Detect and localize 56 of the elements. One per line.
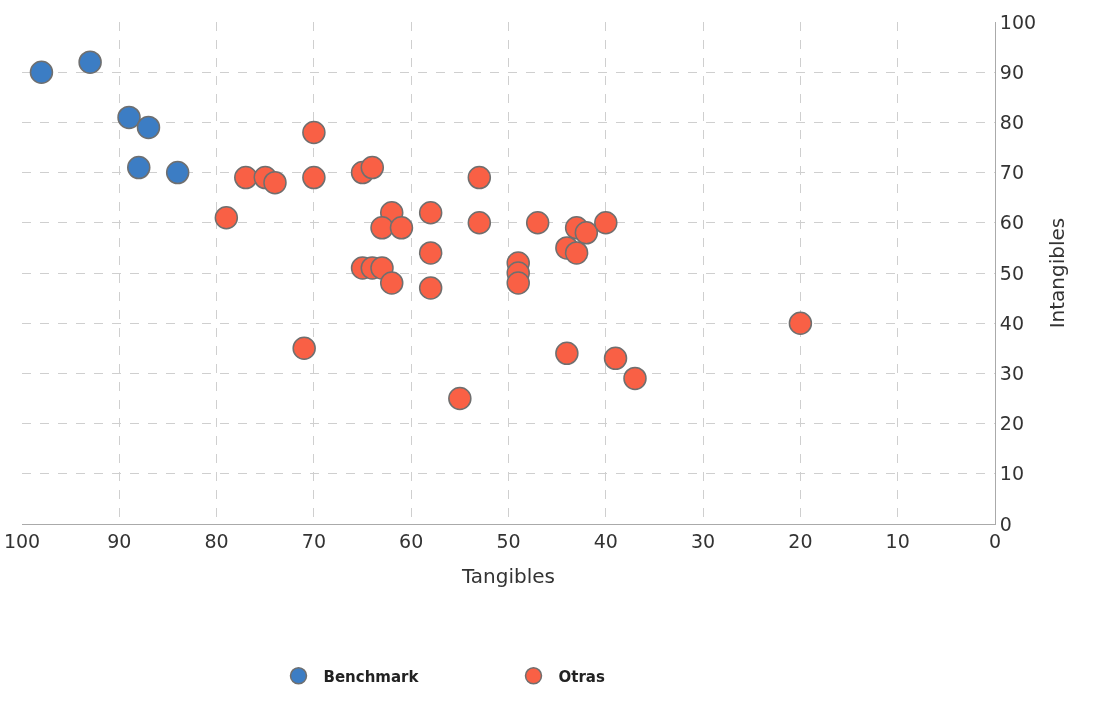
y-tick-label: 60 — [999, 211, 1024, 234]
point — [603, 346, 628, 371]
x-tick-label: 70 — [301, 529, 326, 552]
point — [263, 170, 287, 195]
y-tick-label: 90 — [999, 60, 1024, 83]
y-tick-label: 40 — [999, 311, 1024, 334]
point — [380, 271, 404, 295]
point — [136, 115, 161, 140]
legend-label: Benchmark — [323, 667, 420, 686]
y-tick-label: 30 — [999, 362, 1024, 385]
y-tick-label: 0 — [999, 512, 1012, 535]
point — [448, 386, 472, 411]
point — [594, 211, 618, 235]
x-tick-label: 10 — [885, 529, 910, 552]
point — [574, 221, 599, 245]
point — [29, 60, 54, 84]
point — [418, 201, 443, 225]
x-tick-label: 80 — [204, 529, 229, 552]
x-tick-label: 30 — [691, 529, 716, 552]
point — [370, 216, 394, 240]
y-tick-label: 70 — [999, 161, 1024, 184]
y-axis-title: Intangibles — [1044, 217, 1069, 329]
point — [788, 311, 813, 335]
point — [506, 271, 530, 295]
point — [78, 50, 102, 74]
point — [127, 155, 151, 180]
legend-label: Otras — [558, 667, 605, 686]
point — [117, 105, 141, 130]
point — [214, 206, 239, 230]
point — [234, 165, 258, 190]
point — [555, 341, 579, 366]
point — [302, 120, 326, 145]
point — [292, 336, 316, 361]
y-tick-label: 100 — [999, 10, 1037, 33]
x-tick-label: 20 — [788, 529, 813, 552]
x-tick-label: 60 — [399, 529, 424, 552]
point — [564, 241, 589, 265]
y-tick-label: 10 — [999, 462, 1024, 485]
point — [165, 160, 190, 185]
point — [302, 165, 326, 190]
point — [389, 216, 414, 240]
point — [623, 366, 647, 391]
y-tick-label: 20 — [999, 412, 1024, 435]
x-tick-label: 90 — [107, 529, 132, 552]
x-axis-title: Tangibles — [460, 564, 556, 589]
y-tick-label: 50 — [999, 261, 1024, 284]
point — [467, 165, 492, 190]
x-tick-label: 40 — [593, 529, 618, 552]
point — [467, 211, 492, 235]
point — [525, 211, 550, 235]
point — [418, 276, 443, 300]
x-tick-label: 100 — [3, 529, 41, 552]
point — [360, 155, 385, 180]
point — [418, 241, 443, 265]
x-tick-label: 50 — [496, 529, 521, 552]
y-tick-label: 80 — [999, 111, 1024, 134]
